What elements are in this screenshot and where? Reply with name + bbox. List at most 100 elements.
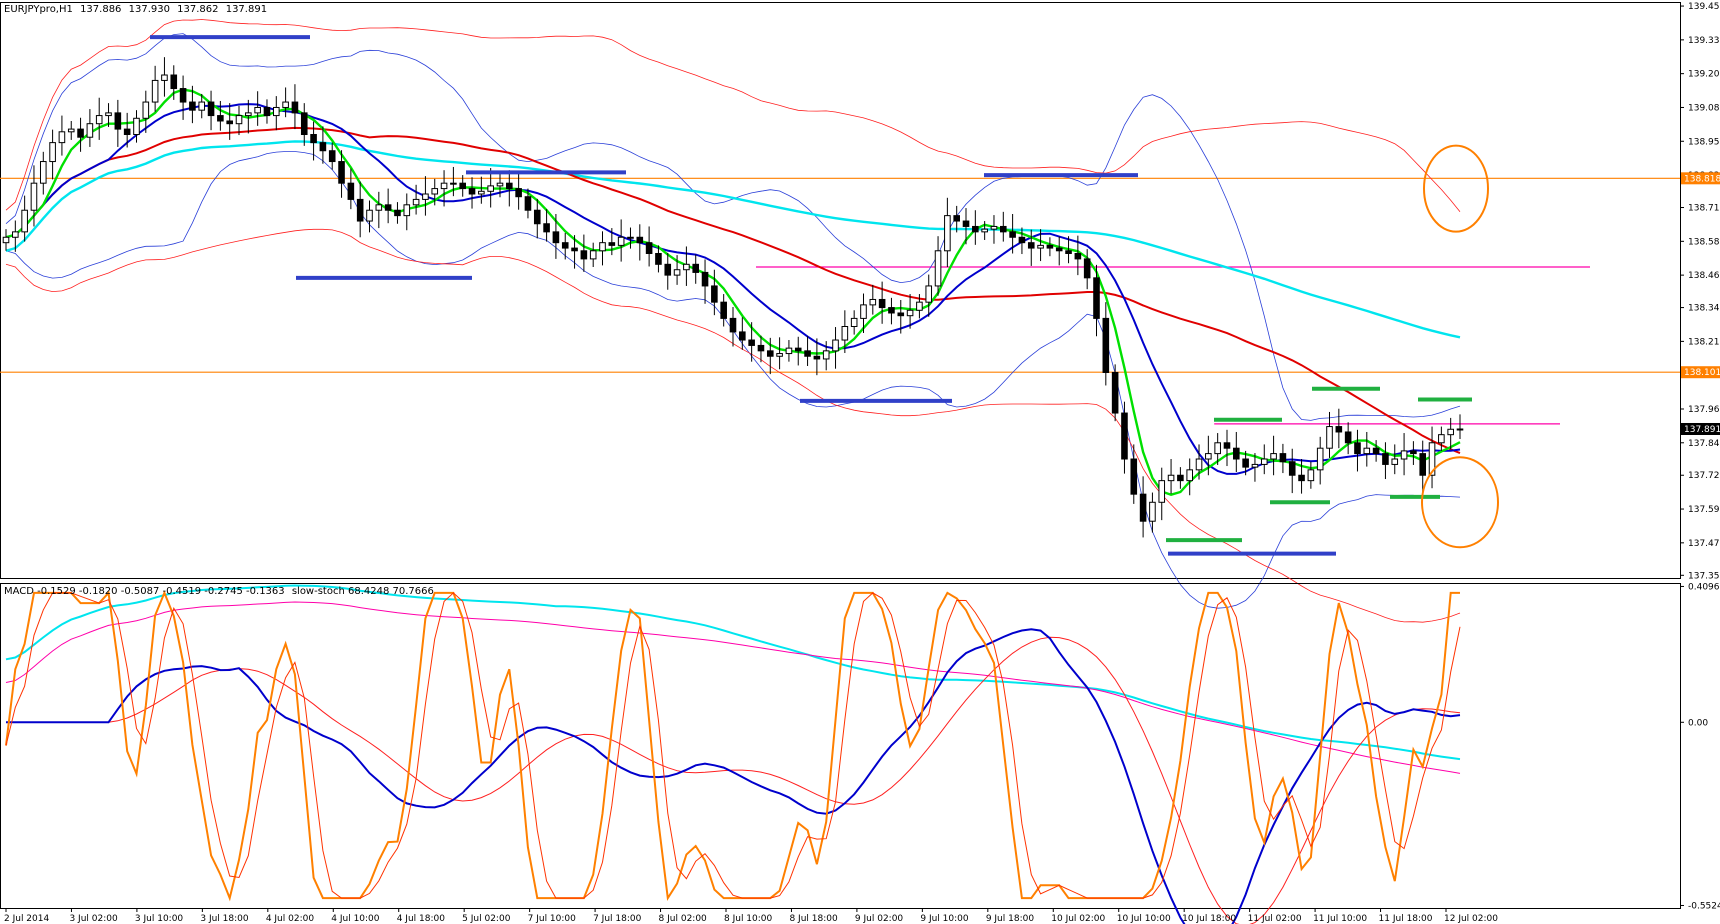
stoch-d xyxy=(5,592,1461,899)
candle xyxy=(1251,463,1259,468)
candle xyxy=(766,350,774,357)
candle xyxy=(1233,447,1240,460)
candle xyxy=(561,242,569,249)
candle xyxy=(739,331,746,341)
candle xyxy=(1298,474,1305,482)
candle xyxy=(999,225,1007,233)
candle xyxy=(990,225,998,230)
candle xyxy=(21,209,28,233)
price-pane[interactable] xyxy=(0,2,1681,623)
candle xyxy=(403,204,411,217)
candle xyxy=(217,115,224,122)
candle xyxy=(328,150,336,163)
candle xyxy=(366,209,373,222)
stoch-k xyxy=(5,590,1460,902)
candle xyxy=(1027,242,1035,249)
indicator-pane[interactable] xyxy=(0,583,1681,924)
candle xyxy=(1326,426,1333,449)
time-tick-label: 5 Jul 02:00 xyxy=(462,914,511,924)
candle xyxy=(972,225,979,233)
candle xyxy=(1149,501,1156,522)
chart-header: EURJPYpro,H1 137.886 137.930 137.862 137… xyxy=(4,4,271,15)
candle xyxy=(813,355,821,360)
candle xyxy=(533,209,541,225)
candle xyxy=(310,134,317,144)
candle xyxy=(12,231,19,238)
indicator-tick-label: 0.4096 xyxy=(1688,582,1720,592)
candle xyxy=(1055,247,1063,252)
candle xyxy=(412,198,420,206)
candle xyxy=(860,304,867,319)
time-tick-label: 8 Jul 18:00 xyxy=(789,914,838,924)
candle xyxy=(30,182,38,211)
price-level-tag xyxy=(1681,366,1720,379)
candle xyxy=(86,123,94,138)
candle xyxy=(338,161,345,184)
candle xyxy=(1456,428,1464,431)
candle xyxy=(179,88,187,103)
candle xyxy=(589,250,597,260)
candle xyxy=(627,236,634,239)
candle xyxy=(254,106,261,114)
candle xyxy=(1158,480,1166,503)
candle xyxy=(263,106,271,117)
candle xyxy=(161,74,168,81)
candle xyxy=(384,204,392,211)
candle xyxy=(1316,447,1324,471)
candle xyxy=(291,101,299,114)
candle xyxy=(440,182,448,190)
candle xyxy=(67,128,75,133)
candle xyxy=(580,250,588,260)
candle xyxy=(2,236,10,244)
candle xyxy=(207,101,215,117)
price-tick-label: 139.330 xyxy=(1688,36,1720,46)
cyan-signal xyxy=(5,584,1461,761)
annotation-ellipse xyxy=(1423,144,1489,233)
candle xyxy=(1177,474,1184,482)
candle xyxy=(552,231,560,244)
candle xyxy=(198,101,206,111)
candle xyxy=(459,182,467,190)
last-price-tag-label: 137.891 xyxy=(1684,425,1720,435)
candle xyxy=(123,128,131,136)
candle xyxy=(1205,453,1212,460)
candle xyxy=(1139,493,1147,522)
candle xyxy=(347,182,355,200)
candle xyxy=(1121,412,1128,460)
time-tick-label: 8 Jul 10:00 xyxy=(724,914,773,924)
candle xyxy=(272,106,280,117)
time-tick-label: 8 Jul 02:00 xyxy=(659,914,708,924)
price-tick-label: 138.460 xyxy=(1688,271,1720,281)
candle xyxy=(617,236,625,246)
price-level-tag-label: 138.818 xyxy=(1684,174,1720,184)
price-tick-label: 138.340 xyxy=(1688,304,1720,314)
time-tick-label: 10 Jul 10:00 xyxy=(1117,914,1171,924)
candle xyxy=(1288,461,1296,476)
price-axis: 139.455 139.330 139.205 139.080 138.955 138.8… xyxy=(1680,2,1720,911)
candle xyxy=(422,193,429,200)
symbol-label: EURJPYpro,H1 xyxy=(4,4,73,15)
candle xyxy=(683,263,690,271)
candle xyxy=(757,344,765,352)
candle xyxy=(1372,447,1380,455)
time-tick-label: 3 Jul 10:00 xyxy=(135,914,184,924)
candle xyxy=(1335,426,1343,433)
candle xyxy=(794,347,802,352)
candle xyxy=(785,347,793,355)
price-tick-label: 137.350 xyxy=(1688,571,1720,581)
candle xyxy=(692,263,700,273)
candle xyxy=(1046,244,1054,249)
candle xyxy=(981,228,988,233)
time-tick-label: 10 Jul 02:00 xyxy=(1051,914,1105,924)
candle xyxy=(282,101,289,108)
candle xyxy=(1260,458,1268,465)
candle xyxy=(701,271,709,287)
candle xyxy=(1382,453,1389,465)
candle xyxy=(822,350,830,360)
candle xyxy=(1018,236,1026,244)
candle xyxy=(1428,442,1436,476)
indicator-pane-border xyxy=(0,583,1681,909)
candle xyxy=(869,298,877,306)
